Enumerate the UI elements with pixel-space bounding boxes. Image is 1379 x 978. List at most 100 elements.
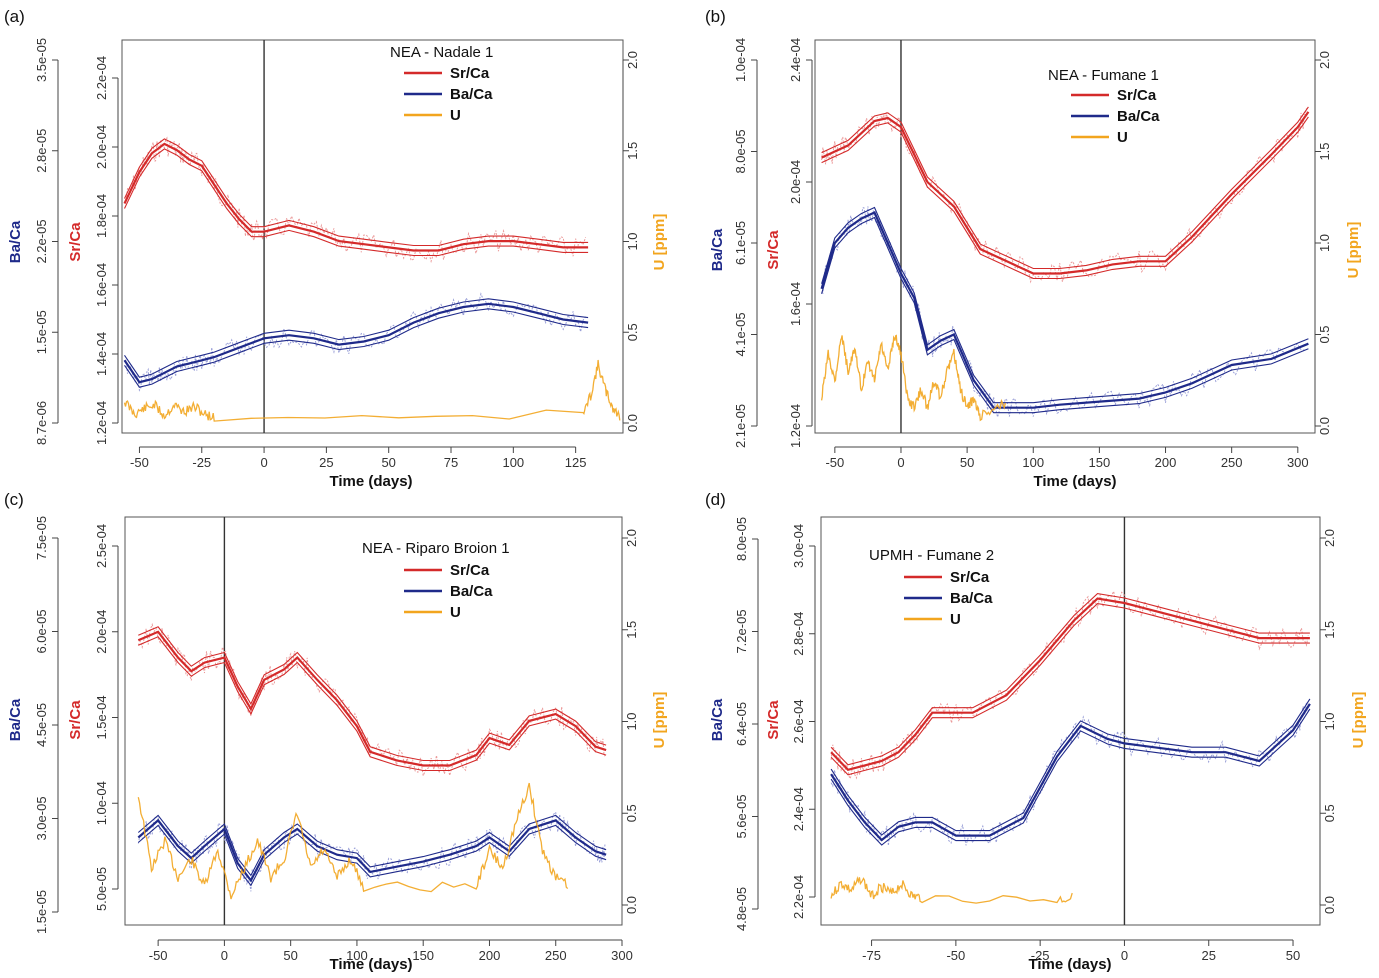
u-axis-tick-label: 0.0 — [1317, 417, 1332, 435]
u-axis-tick-label: 1.5 — [1317, 142, 1332, 160]
x-tick-label: 250 — [1221, 455, 1243, 470]
chart-title: UPMH - Fumane 2 — [869, 547, 994, 564]
x-axis-label: Time (days) — [329, 473, 412, 490]
ba-axis-tick-label: 1.5e-05 — [34, 310, 49, 354]
chart-title: NEA - Fumane 1 — [1048, 67, 1159, 84]
sr-axis-tick-label: 1.8e-04 — [94, 194, 109, 238]
ba-axis-tick-label: 4.8e-05 — [734, 887, 749, 931]
sr-axis-tick-label: 1.6e-04 — [94, 263, 109, 307]
ba-axis-tick-label: 4.1e-05 — [733, 312, 748, 356]
ba-axis-tick-label: 3.5e-05 — [34, 38, 49, 82]
legend-label: Sr/Ca — [450, 562, 490, 579]
sr-axis-tick-label: 1.4e-04 — [94, 332, 109, 376]
ba-axis-label: Ba/Ca — [709, 698, 726, 741]
panel-d: (d) -75 -50 -25 0 25 50 Time (days) 4.8e-05 5.6e-… — [705, 490, 1367, 973]
x-tick-label: 100 — [1022, 455, 1044, 470]
plot-frame — [820, 516, 1321, 926]
ba-axis-tick-label: 1.0e-04 — [733, 38, 748, 82]
u-axis-tick-label: 0.5 — [624, 804, 639, 822]
ba-band-upper — [124, 298, 589, 378]
sr-axis-label: Sr/Ca — [67, 700, 84, 740]
panel-a: (a) -50 -25 0 25 50 75 100 125 Time (days) 8.7e-06… — [4, 7, 668, 490]
sr-band-lower — [138, 636, 607, 772]
x-axis-label: Time (days) — [329, 956, 412, 973]
u-axis-tick-label: 2.0 — [1322, 529, 1337, 547]
sr-axis-tick-label: 2.4e-04 — [788, 38, 803, 82]
x-tick-label: 200 — [479, 948, 501, 963]
sr-axis-tick-label: 2.8e-04 — [791, 612, 806, 656]
x-tick-label: 50 — [381, 455, 395, 470]
u-axis-label: U [ppm] — [1350, 692, 1367, 749]
ba-band-upper — [137, 814, 607, 877]
x-tick-label: -50 — [130, 455, 149, 470]
ba-band-lower — [821, 216, 1309, 414]
legend-label: Sr/Ca — [450, 65, 490, 82]
sr-axis-label: Sr/Ca — [765, 700, 782, 740]
u-axis-tick-label: 0.0 — [624, 896, 639, 914]
sr-raw-trace — [124, 136, 587, 264]
u-axis-tick-label: 2.0 — [1317, 51, 1332, 69]
legend-label: Ba/Ca — [450, 583, 493, 600]
ba-axis-tick-label: 6.1e-05 — [733, 221, 748, 265]
sr-axis-tick-label: 2.6e-04 — [791, 699, 806, 743]
panel-label: (a) — [4, 7, 25, 26]
ba-raw-trace — [830, 702, 1309, 846]
x-tick-label: 50 — [283, 948, 297, 963]
u-axis-tick-label: 0.0 — [1322, 896, 1337, 914]
ba-axis-label: Ba/Ca — [7, 698, 24, 741]
u-axis-tick-label: 2.0 — [624, 529, 639, 547]
sr-band-upper — [124, 138, 589, 247]
sr-smooth-line — [123, 142, 589, 252]
ba-axis-label: Ba/Ca — [7, 220, 24, 263]
sr-smooth-line — [821, 111, 1310, 275]
panel-label: (d) — [705, 490, 726, 509]
sr-axis-tick-label: 2.2e-04 — [791, 875, 806, 919]
sr-band-upper — [138, 626, 607, 762]
legend-label: Ba/Ca — [450, 86, 493, 103]
u-axis-tick-label: 1.0 — [624, 712, 639, 730]
x-tick-label: 25 — [1202, 948, 1216, 963]
u-axis-tick-label: 1.0 — [1317, 234, 1332, 252]
x-tick-label: 0 — [260, 455, 267, 470]
x-tick-label: -75 — [862, 948, 881, 963]
x-tick-label: 200 — [1155, 455, 1177, 470]
ba-axis-tick-label: 6.0e-05 — [34, 609, 49, 653]
ba-axis-tick-label: 8.0e-05 — [733, 129, 748, 173]
x-tick-label: 150 — [412, 948, 434, 963]
legend-label: U — [1117, 129, 1128, 146]
legend-label: U — [450, 107, 461, 124]
ba-axis-label: Ba/Ca — [709, 228, 726, 271]
u-series-line — [820, 334, 1007, 422]
sr-axis-label: Sr/Ca — [67, 222, 84, 262]
sr-axis-tick-label: 5.0e-05 — [94, 867, 109, 911]
x-axis-label: Time (days) — [1028, 956, 1111, 973]
u-axis-tick-label: 0.5 — [625, 323, 640, 341]
ba-axis-tick-label: 5.6e-05 — [734, 794, 749, 838]
ba-axis-tick-label: 8.0e-05 — [734, 517, 749, 561]
chart-title: NEA - Nadale 1 — [390, 44, 493, 61]
ba-axis-tick-label: 8.7e-06 — [34, 401, 49, 445]
sr-axis-tick-label: 1.2e-04 — [788, 404, 803, 448]
ba-smooth-line — [137, 818, 607, 883]
x-tick-label: -50 — [946, 948, 965, 963]
panel-b: (b) -50 0 50 100 150 200 250 300 Time (days) 2.1e-… — [705, 7, 1362, 490]
ba-smooth-line — [830, 703, 1311, 842]
legend-label: U — [450, 604, 461, 621]
u-axis-label: U [ppm] — [1345, 222, 1362, 279]
x-tick-label: -25 — [1031, 948, 1050, 963]
ba-axis-tick-label: 2.8e-05 — [34, 129, 49, 173]
sr-axis-tick-label: 2.0e-04 — [94, 610, 109, 654]
panel-c: (c) -50 0 50 100 150 200 250 300 Time (days) 1.5e-… — [4, 490, 668, 973]
legend-label: Sr/Ca — [950, 569, 990, 586]
sr-axis-label: Sr/Ca — [765, 230, 782, 270]
panel-label: (c) — [4, 490, 24, 509]
ba-axis-tick-label: 7.5e-05 — [34, 516, 49, 560]
u-axis-tick-label: 2.0 — [625, 51, 640, 69]
ba-raw-trace — [124, 292, 587, 392]
sr-axis-tick-label: 2.4e-04 — [791, 787, 806, 831]
u-axis-label: U [ppm] — [651, 692, 668, 749]
x-tick-label: 0 — [221, 948, 228, 963]
x-tick-label: -25 — [192, 455, 211, 470]
x-tick-label: -50 — [149, 948, 168, 963]
